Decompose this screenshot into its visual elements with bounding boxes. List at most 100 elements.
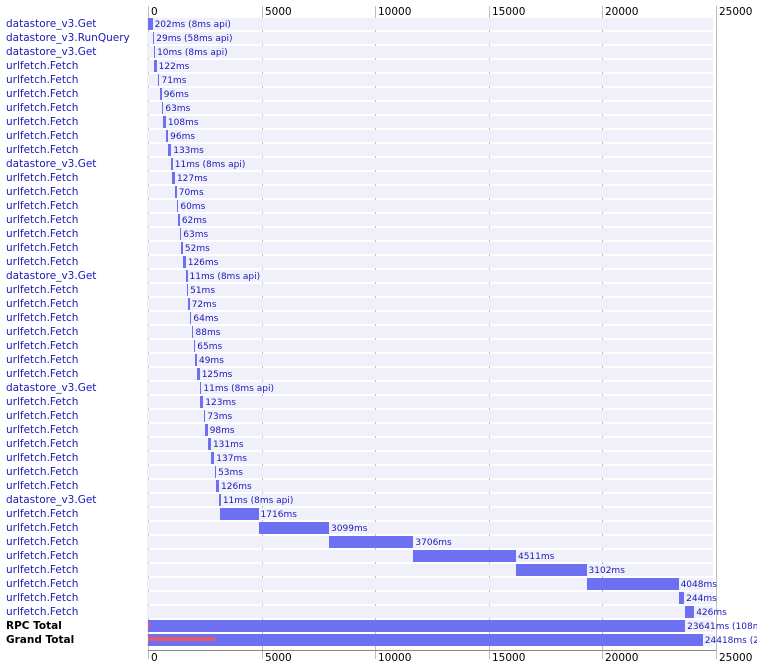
rpc-call-link[interactable]: urlfetch.Fetch (6, 410, 79, 422)
rpc-call-link[interactable]: urlfetch.Fetch (6, 88, 79, 100)
rpc-call-link[interactable]: urlfetch.Fetch (6, 214, 79, 226)
rpc-duration-value: 11ms (8ms api) (174, 160, 246, 170)
row-background (147, 186, 713, 198)
rpc-duration-value: 122ms (158, 62, 190, 72)
rpc-call-link[interactable]: urlfetch.Fetch (6, 228, 79, 240)
rpc-call-link[interactable]: urlfetch.Fetch (6, 480, 79, 492)
rpc-bar (216, 480, 220, 492)
rpc-call-link[interactable]: urlfetch.Fetch (6, 116, 79, 128)
row-background (147, 396, 713, 408)
row-background (147, 18, 713, 30)
rpc-call-link[interactable]: urlfetch.Fetch (6, 452, 79, 464)
rpc-call-link[interactable]: urlfetch.Fetch (6, 102, 79, 114)
rpc-duration-value: 73ms (207, 412, 233, 422)
rpc-duration-value: 65ms (197, 342, 223, 352)
rpc-duration-value: 63ms (183, 230, 209, 240)
rpc-duration-value: 63ms (165, 104, 191, 114)
rpc-call-link[interactable]: datastore_v3.RunQuery (6, 32, 130, 44)
rpc-call-link[interactable]: urlfetch.Fetch (6, 186, 79, 198)
rpc-call-link[interactable]: urlfetch.Fetch (6, 200, 79, 212)
rpc-call-link[interactable]: urlfetch.Fetch (6, 74, 79, 86)
row-background (147, 270, 713, 282)
rpc-call-link[interactable]: urlfetch.Fetch (6, 326, 79, 338)
rpc-call-link[interactable]: urlfetch.Fetch (6, 298, 79, 310)
rpc-call-link[interactable]: urlfetch.Fetch (6, 396, 79, 408)
rpc-duration-value: 126ms (221, 482, 252, 492)
rpc-call-link[interactable]: urlfetch.Fetch (6, 592, 79, 604)
rpc-call-link[interactable]: urlfetch.Fetch (6, 130, 79, 142)
rpc-bar (214, 466, 217, 478)
rpc-call-link[interactable]: urlfetch.Fetch (6, 368, 79, 380)
grid-line (716, 6, 717, 659)
row-background (147, 214, 713, 226)
rpc-call-link[interactable]: urlfetch.Fetch (6, 172, 79, 184)
rpc-bar (329, 536, 414, 548)
row-background (147, 158, 713, 170)
rpc-duration-value: 127ms (176, 174, 208, 184)
rpc-call-link[interactable]: datastore_v3.Get (6, 270, 97, 282)
rpc-call-link[interactable]: urlfetch.Fetch (6, 522, 79, 534)
rpc-duration-value: 49ms (198, 356, 224, 366)
rpc-bar (205, 424, 208, 436)
rpc-call-link[interactable]: datastore_v3.Get (6, 494, 97, 506)
row-background (147, 32, 713, 44)
rpc-call-link[interactable]: urlfetch.Fetch (6, 242, 79, 254)
rpc-bar (219, 494, 221, 506)
x-tick-label-bottom: 20000 (605, 652, 639, 664)
rpc-bar (171, 158, 173, 170)
row-background (147, 284, 713, 296)
row-background (147, 74, 713, 86)
rpc-bar (191, 326, 194, 338)
row-background (147, 298, 713, 310)
rpc-call-link[interactable]: urlfetch.Fetch (6, 340, 79, 352)
rpc-call-link[interactable]: urlfetch.Fetch (6, 564, 79, 576)
rpc-call-link[interactable]: urlfetch.Fetch (6, 354, 79, 366)
rpc-call-link[interactable]: urlfetch.Fetch (6, 536, 79, 548)
rpc-call-link[interactable]: datastore_v3.Get (6, 18, 97, 30)
row-background (147, 130, 713, 142)
rpc-bar (678, 592, 685, 604)
x-tick-label-top: 25000 (719, 6, 753, 18)
rpc-call-link[interactable]: urlfetch.Fetch (6, 508, 79, 520)
rpc-call-link[interactable]: urlfetch.Fetch (6, 466, 79, 478)
row-background (147, 522, 713, 534)
rpc-bar (684, 606, 695, 618)
rpc-call-link[interactable]: urlfetch.Fetch (6, 60, 79, 72)
rpc-duration-value: 3706ms (415, 538, 452, 548)
rpc-bar (153, 46, 156, 58)
total-value: 23641ms (108ms (687, 622, 757, 632)
x-tick-label-top: 0 (151, 6, 158, 18)
rpc-bar (586, 578, 679, 590)
rpc-bar (152, 32, 155, 44)
rpc-call-link[interactable]: urlfetch.Fetch (6, 550, 79, 562)
rpc-call-link[interactable]: urlfetch.Fetch (6, 578, 79, 590)
row-background (147, 438, 713, 450)
rpc-duration-value: 10ms (8ms api) (157, 48, 228, 58)
rpc-call-link[interactable]: urlfetch.Fetch (6, 144, 79, 156)
rpc-call-link[interactable]: urlfetch.Fetch (6, 424, 79, 436)
rpc-call-link[interactable]: datastore_v3.Get (6, 382, 97, 394)
rpc-bar (193, 340, 196, 352)
rpc-call-link[interactable]: urlfetch.Fetch (6, 284, 79, 296)
rpc-call-link[interactable]: urlfetch.Fetch (6, 256, 79, 268)
rpc-call-link[interactable]: datastore_v3.Get (6, 158, 97, 170)
rpc-duration-value: 108ms (167, 118, 199, 128)
x-tick-label-top: 10000 (378, 6, 412, 18)
rpc-duration-value: 29ms (58ms api) (156, 34, 233, 44)
rpc-call-link[interactable]: datastore_v3.Get (6, 46, 97, 58)
rpc-duration-value: 11ms (8ms api) (222, 496, 294, 506)
rpc-duration-value: 125ms (201, 370, 233, 380)
rpc-call-link[interactable]: urlfetch.Fetch (6, 312, 79, 324)
rpc-duration-value: 98ms (209, 426, 235, 436)
rpc-call-link[interactable]: urlfetch.Fetch (6, 606, 79, 618)
rpc-call-link[interactable]: urlfetch.Fetch (6, 438, 79, 450)
total-bar (148, 620, 686, 632)
rpc-duration-value: 96ms (163, 90, 189, 100)
rpc-duration-value: 123ms (205, 398, 236, 408)
rpc-duration-value: 4048ms (680, 580, 717, 590)
row-background (147, 480, 713, 492)
rpc-bar (148, 18, 153, 30)
row-background (147, 606, 713, 618)
rpc-bar (163, 116, 166, 128)
